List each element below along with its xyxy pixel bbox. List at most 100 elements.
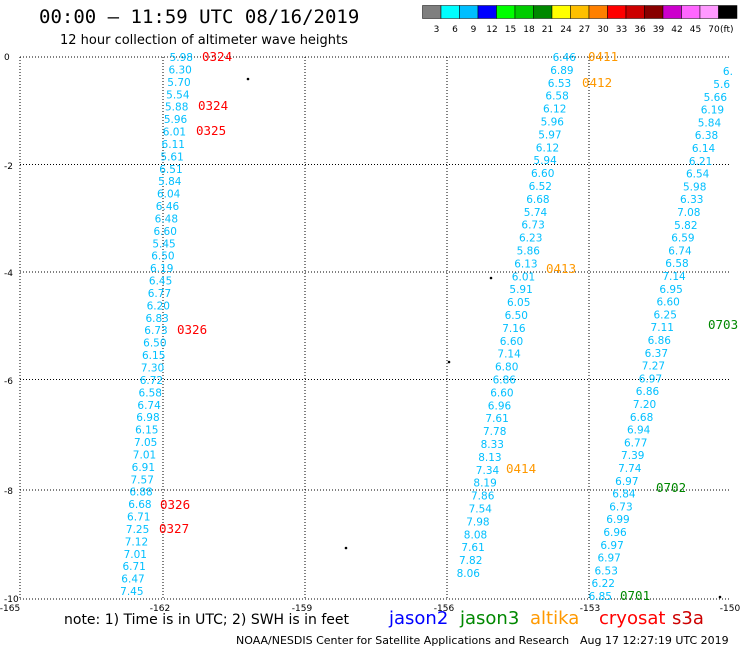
time-label: 0327 xyxy=(159,521,189,536)
colorbar-label: 21 xyxy=(542,25,553,35)
wave-height-value: 7.25 xyxy=(126,524,149,536)
time-label: 0414 xyxy=(506,461,536,476)
wave-height-value: 6.86 xyxy=(636,386,660,398)
colorbar-label: 70 xyxy=(708,25,720,35)
wave-height-value: 6.60 xyxy=(500,336,523,348)
y-tick-label: -4 xyxy=(4,269,13,279)
wave-height-value: 6.91 xyxy=(132,462,155,474)
wave-height-value: 6.74 xyxy=(668,245,692,257)
wave-height-value: 6.50 xyxy=(505,310,528,322)
island-marker xyxy=(718,595,722,599)
colorbar-label: 39 xyxy=(653,25,665,35)
altimeter-map[interactable]: -165 -162 -159 -156 -153 -150 0 -2 -4 -6 -8 -10 5.98… xyxy=(0,0,740,612)
colorbar-label: (ft) xyxy=(720,25,734,35)
credit-text: NOAA/NESDIS Center for Satellite Applica… xyxy=(236,634,570,647)
wave-height-value: 8.06 xyxy=(457,568,481,580)
wave-height-value: 8.19 xyxy=(473,478,496,490)
wave-height-value: 6.99 xyxy=(606,514,629,526)
colorbar-label: 15 xyxy=(505,25,516,35)
wave-height-value: 5.66 xyxy=(704,92,728,104)
wave-height-value: 6.48 xyxy=(155,213,178,225)
wave-height-value: 5.98 xyxy=(683,181,706,193)
wave-height-value: 6.73 xyxy=(609,501,632,513)
wave-height-value: 6.46 xyxy=(156,201,180,213)
wave-height-value: 5.96 xyxy=(164,114,188,126)
wave-height-value: 7.74 xyxy=(618,463,642,475)
wave-height-value: 6.04 xyxy=(157,189,181,201)
wave-height-value: 5.97 xyxy=(538,129,561,141)
wave-height-value: 6.77 xyxy=(148,288,171,300)
wave-height-value: 5.86 xyxy=(517,246,541,258)
wave-height-value: 6.60 xyxy=(656,297,679,309)
time-label: 0326 xyxy=(160,497,190,512)
wave-height-value: 6.33 xyxy=(680,194,703,206)
wave-height-value: 7.01 xyxy=(124,549,147,561)
colorbar-swatch xyxy=(718,5,738,19)
wave-height-value: 6.30 xyxy=(168,64,191,76)
wave-height-value: 6.96 xyxy=(488,400,512,412)
wave-height-value: 6.12 xyxy=(536,142,559,154)
colorbar-label: 33 xyxy=(616,25,627,35)
wave-height-value: 7.98 xyxy=(466,516,489,528)
time-label: 0701 xyxy=(620,588,650,603)
wave-height-value: 6.71 xyxy=(122,561,145,573)
y-tick-label: -2 xyxy=(4,162,13,172)
wave-height-value: 6.50 xyxy=(143,338,166,350)
wave-height-value: 6.19 xyxy=(150,263,173,275)
wave-height-value: 6.89 xyxy=(550,65,573,77)
generated-timestamp: Aug 17 12:27:19 UTC 2019 xyxy=(580,634,729,647)
page-subtitle: 12 hour collection of altimeter wave hei… xyxy=(60,33,348,48)
wave-height-value: 7.39 xyxy=(621,450,644,462)
legend-jason2: jason2 xyxy=(389,608,449,629)
wave-height-value: 7.45 xyxy=(120,586,143,598)
wave-height-value: 5.54 xyxy=(166,89,190,101)
wave-height-value: 7.82 xyxy=(459,555,482,567)
wave-height-value: 5.45 xyxy=(152,238,175,250)
wave-height-value: 6.58 xyxy=(139,387,162,399)
island-marker xyxy=(344,546,348,550)
wave-height-value: 6.74 xyxy=(137,400,161,412)
legend-s3a: s3a xyxy=(672,608,704,629)
y-tick-label: -8 xyxy=(4,487,13,497)
wave-height-value: 5.74 xyxy=(524,207,548,219)
wave-height-value: 6.14 xyxy=(692,143,716,155)
colorbar: 3 6 9 12 15 18 21 24 27 30 33 36 39 42 45 70 (ft) xyxy=(422,5,738,35)
wave-height-value: 6.60 xyxy=(154,226,177,238)
wave-height-value: 7.16 xyxy=(502,323,526,335)
wave-height-value: 7.34 xyxy=(476,465,500,477)
wave-height-value: 5.98 xyxy=(170,52,193,64)
wave-height-value: 6.80 xyxy=(495,362,518,374)
y-tick-label: -6 xyxy=(4,377,13,387)
wave-height-value: 6.96 xyxy=(603,527,627,539)
time-label: 0324 xyxy=(198,98,228,113)
colorbar-label: 30 xyxy=(597,25,609,35)
time-label: 0412 xyxy=(582,75,612,90)
page-title: 00:00 — 11:59 UTC 08/16/2019 xyxy=(39,6,360,28)
wave-height-value: 6.37 xyxy=(645,348,668,360)
wave-height-value: 6.58 xyxy=(665,258,688,270)
wave-height-value: 6.53 xyxy=(548,78,571,90)
wave-height-value: 6.19 xyxy=(701,105,724,117)
wave-height-value: 7.86 xyxy=(471,491,495,503)
x-tick-label: -150 xyxy=(720,604,740,612)
wave-height-value: 6.20 xyxy=(147,300,170,312)
wave-height-value: 6.38 xyxy=(695,130,718,142)
island-marker xyxy=(447,360,451,364)
wave-height-value: 6.51 xyxy=(159,164,182,176)
wave-height-value: 6.97 xyxy=(615,476,638,488)
wave-height-value: 6.77 xyxy=(624,437,647,449)
wave-height-value: 5.91 xyxy=(509,284,532,296)
wave-height-value: 5.96 xyxy=(541,117,565,129)
wave-height-value: 6.73 xyxy=(144,325,167,337)
time-label: 0703 xyxy=(708,317,738,332)
wave-height-value: 6.85 xyxy=(589,591,612,603)
wave-height-value: 6.13 xyxy=(514,258,537,270)
wave-height-value: 6.12 xyxy=(543,104,566,116)
wave-height-value: 6.84 xyxy=(612,489,636,501)
colorbar-label: 9 xyxy=(471,25,477,35)
wave-height-value: 6.68 xyxy=(526,194,549,206)
colorbar-label: 24 xyxy=(560,25,572,35)
wave-height-value: 5.82 xyxy=(674,220,697,232)
wave-height-value: 7.12 xyxy=(125,536,148,548)
wave-height-value: 7.05 xyxy=(134,437,157,449)
